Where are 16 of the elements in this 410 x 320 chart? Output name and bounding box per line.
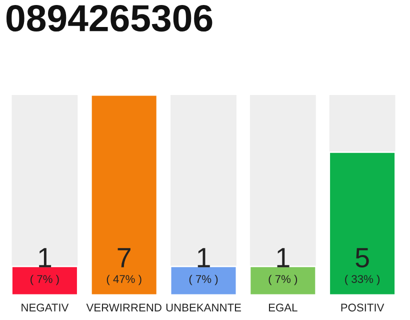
- data-label: 5: [356, 248, 369, 268]
- data-label: 1: [277, 248, 290, 268]
- annotation: ( 47% ): [106, 274, 142, 286]
- data-label: 7: [118, 248, 130, 268]
- annotation: ( 7% ): [268, 274, 298, 286]
- annotation: ( 7% ): [189, 274, 218, 286]
- annotation: ( 7% ): [30, 274, 59, 286]
- data-label: 1: [39, 248, 52, 268]
- x-tick-label: VERWIRREND: [86, 304, 162, 312]
- chart-title: 0894265306: [6, 4, 212, 32]
- x-tick-label: EGAL: [268, 304, 298, 312]
- data-label: 1: [198, 248, 210, 268]
- x-tick-label: UNBEKANNTE: [166, 304, 241, 312]
- x-tick-label: NEGATIV: [22, 304, 69, 312]
- annotation: ( 33% ): [345, 274, 380, 286]
- x-tick-label: POSITIV: [341, 304, 384, 312]
